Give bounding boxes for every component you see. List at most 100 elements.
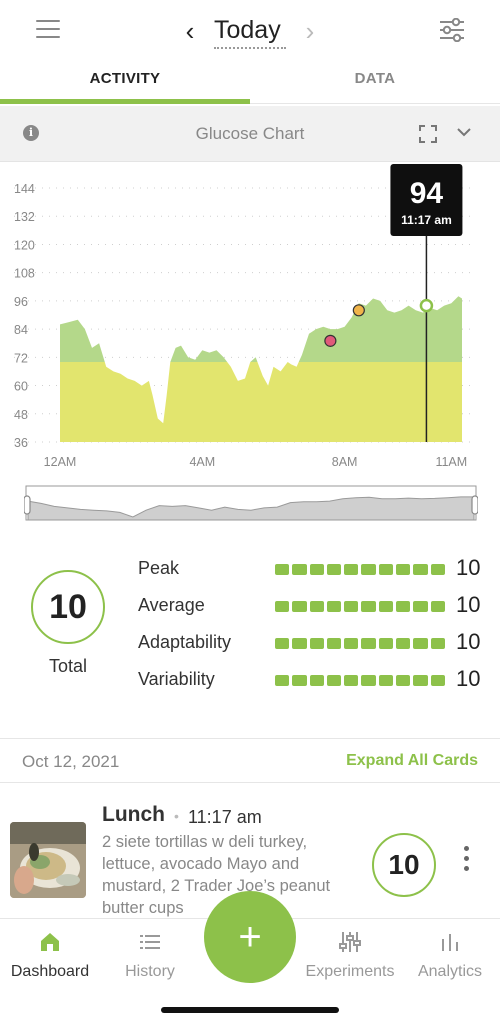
active-tab-indicator — [0, 99, 250, 104]
tab-activity[interactable]: ACTIVITY — [89, 70, 161, 87]
score-segment — [378, 675, 394, 686]
total-score-label: Total — [48, 656, 88, 676]
nav-experiments[interactable]: Experiments — [300, 929, 400, 981]
score-segment — [396, 675, 411, 686]
chevron-down-icon[interactable] — [455, 123, 473, 141]
expand-all-cards-link[interactable]: Expand All Cards — [346, 752, 478, 769]
bar-chart-icon — [442, 934, 458, 951]
score-segment — [309, 675, 324, 686]
meal-title: Lunch — [102, 803, 165, 826]
score-segment — [326, 564, 342, 575]
more-options-icon[interactable] — [464, 846, 472, 876]
glucose-chart[interactable]: 36 48 60 72 84 96 108 120 132 144 12AM 4AM 8AM 11AM 9… — [0, 162, 500, 482]
previous-day-chevron-icon[interactable]: ‹ — [185, 16, 195, 46]
score-segment — [378, 638, 394, 649]
x-tick-label: 8AM — [332, 455, 358, 469]
x-tick-label: 11AM — [435, 455, 467, 469]
hamburger-menu-icon[interactable] — [36, 20, 60, 38]
score-segment — [326, 638, 342, 649]
score-label: Peak — [138, 558, 180, 578]
score-segment — [413, 638, 428, 649]
nav-dashboard[interactable]: Dashboard — [0, 929, 100, 981]
x-tick-label: 4AM — [189, 455, 215, 469]
nav-analytics[interactable]: Analytics — [400, 929, 500, 981]
fullscreen-icon[interactable] — [419, 125, 437, 143]
score-segment — [361, 564, 376, 575]
score-row-variability: Variability 10 — [138, 666, 488, 696]
glucose-area-below-threshold — [60, 362, 462, 442]
score-bar — [275, 601, 445, 612]
y-tick-label: 144 — [14, 182, 35, 196]
y-tick-label: 132 — [14, 210, 35, 224]
day-date-label: Oct 12, 2021 — [22, 752, 120, 771]
tab-bar: ACTIVITY DATA — [0, 62, 500, 104]
nav-history[interactable]: History — [100, 929, 200, 981]
x-tick-label: 12AM — [44, 455, 77, 469]
score-row-adaptability: Adaptability 10 — [138, 629, 488, 659]
score-segment — [309, 564, 324, 575]
nav-label: Analytics — [417, 963, 483, 980]
glucose-chart-header: i Glucose Chart — [0, 106, 500, 162]
score-segment — [275, 638, 290, 649]
score-row-average: Average 10 — [138, 592, 488, 622]
event-marker — [352, 304, 365, 317]
event-marker — [324, 334, 337, 347]
nav-label: Dashboard — [10, 963, 90, 980]
score-segment — [430, 675, 445, 686]
y-tick-label: 72 — [14, 351, 28, 365]
score-value: 10 — [456, 629, 481, 654]
score-segment — [344, 601, 359, 612]
current-reading-marker — [419, 298, 434, 313]
glucose-chart-title: Glucose Chart — [195, 124, 305, 143]
score-segment — [378, 564, 394, 575]
nav-label: History — [125, 963, 175, 980]
nav-label: Experiments — [305, 963, 395, 980]
score-label: Variability — [138, 669, 215, 689]
sliders-icon — [339, 932, 361, 952]
score-segment — [430, 638, 445, 649]
score-segment — [292, 675, 307, 686]
score-value: 10 — [456, 592, 481, 617]
score-segment — [326, 601, 342, 612]
y-tick-label: 84 — [14, 323, 28, 337]
y-tick-label: 60 — [14, 380, 28, 394]
score-segment — [396, 564, 411, 575]
minimap-area — [27, 496, 475, 521]
info-icon[interactable]: i — [23, 125, 39, 141]
total-score-circle: 10 — [31, 570, 105, 644]
home-indicator — [161, 1007, 339, 1013]
tab-data[interactable]: DATA — [354, 70, 396, 87]
add-entry-button[interactable]: + — [204, 891, 296, 983]
meal-separator: • — [174, 808, 179, 824]
filter-settings-icon[interactable] — [438, 18, 466, 42]
chart-range-minimap[interactable] — [24, 484, 478, 526]
score-bar — [275, 675, 445, 686]
score-segment — [396, 638, 411, 649]
score-segment — [292, 564, 307, 575]
date-title[interactable]: Today — [214, 16, 281, 44]
tooltip-time: 11:17 am — [401, 213, 452, 227]
list-icon — [140, 935, 160, 949]
score-segment — [361, 601, 376, 612]
score-value: 10 — [456, 555, 481, 580]
score-segment — [361, 675, 376, 686]
score-segment — [326, 675, 342, 686]
score-segment — [344, 675, 359, 686]
score-segment — [275, 675, 290, 686]
score-segment — [292, 638, 307, 649]
date-navigator: ‹ Today › — [180, 14, 320, 54]
score-label: Average — [138, 595, 205, 615]
score-row-peak: Peak 10 — [138, 555, 488, 585]
y-tick-label: 36 — [14, 436, 28, 450]
y-tick-label: 108 — [14, 267, 35, 281]
score-segment — [344, 564, 359, 575]
date-title-underline — [214, 47, 286, 49]
meal-score-circle: 10 — [372, 833, 436, 897]
next-day-chevron-icon[interactable]: › — [305, 16, 315, 46]
score-segment — [413, 675, 428, 686]
score-segment — [309, 638, 324, 649]
score-segment — [378, 601, 394, 612]
divider — [0, 738, 500, 739]
score-segment — [292, 601, 307, 612]
minimap-handle-right — [471, 495, 478, 515]
